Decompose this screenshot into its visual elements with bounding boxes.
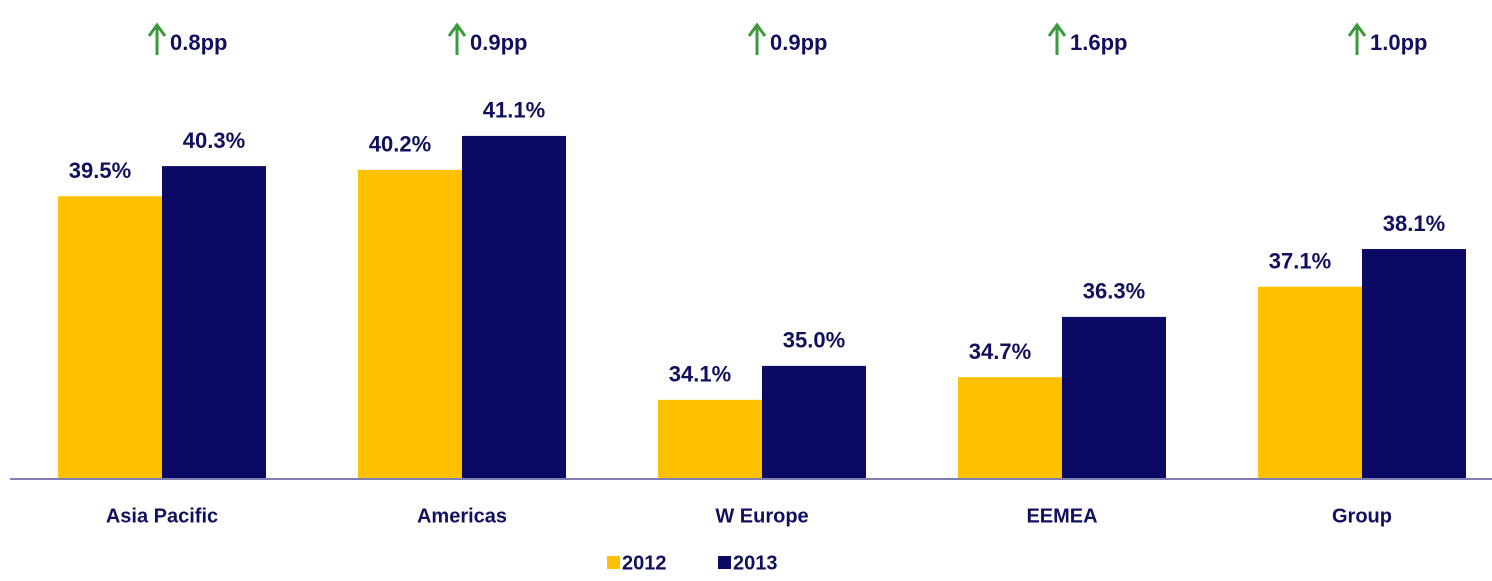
value-label: 35.0% bbox=[783, 328, 845, 353]
value-label: 40.3% bbox=[183, 128, 245, 153]
annotation: 1.6pp bbox=[1070, 30, 1127, 55]
x-tick-label: Asia Pacific bbox=[106, 505, 218, 527]
arrow-head bbox=[1047, 22, 1067, 37]
arrow-head bbox=[447, 22, 467, 37]
x-tick-label: EEMEA bbox=[1026, 505, 1097, 527]
bar bbox=[958, 377, 1062, 479]
bar bbox=[1062, 316, 1166, 479]
value-label: 41.1% bbox=[483, 98, 545, 123]
legend-swatch bbox=[718, 556, 731, 569]
bar bbox=[462, 135, 566, 479]
annotation: 0.9pp bbox=[770, 30, 827, 55]
annotation: 0.9pp bbox=[470, 30, 527, 55]
arrow-head bbox=[747, 22, 767, 37]
bar bbox=[762, 365, 866, 479]
value-label: 36.3% bbox=[1083, 279, 1145, 304]
annotation: 0.8pp bbox=[170, 30, 227, 55]
x-tick-label: Americas bbox=[417, 505, 507, 527]
value-label: 40.2% bbox=[369, 132, 431, 157]
bar bbox=[162, 166, 266, 479]
value-label: 34.1% bbox=[669, 362, 731, 387]
value-label: 39.5% bbox=[69, 158, 131, 183]
legend-swatch bbox=[607, 556, 620, 569]
value-label: 34.7% bbox=[969, 339, 1031, 364]
value-label: 37.1% bbox=[1269, 249, 1331, 274]
bar bbox=[658, 399, 762, 479]
bar bbox=[1258, 286, 1362, 479]
annotation: 1.0pp bbox=[1370, 30, 1427, 55]
arrow-head bbox=[147, 22, 167, 37]
bar bbox=[1362, 249, 1466, 479]
value-label: 38.1% bbox=[1383, 211, 1445, 236]
bar bbox=[358, 169, 462, 480]
x-tick-label: W Europe bbox=[715, 505, 808, 527]
legend-label: 2013 bbox=[733, 552, 778, 574]
x-tick-label: Group bbox=[1332, 505, 1392, 527]
arrow-head bbox=[1347, 22, 1367, 37]
legend-label: 2012 bbox=[622, 552, 667, 574]
bar bbox=[58, 196, 162, 479]
